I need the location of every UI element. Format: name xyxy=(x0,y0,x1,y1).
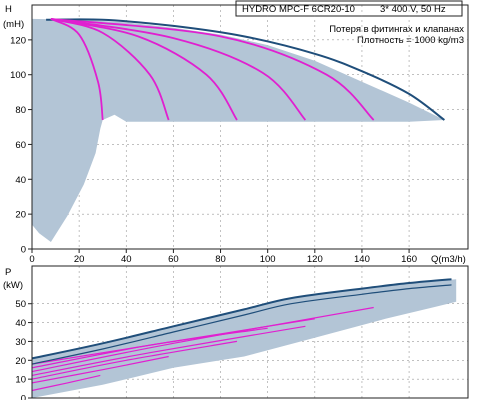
head-y-tick-label: 0 xyxy=(21,245,26,256)
power-plot-frame xyxy=(31,265,469,399)
head-system-curve-3 xyxy=(50,18,238,121)
head-x-tick-label: 160 xyxy=(401,254,417,265)
head-x-tick-label: 140 xyxy=(354,254,370,265)
head-y-tick-label: 60 xyxy=(15,140,26,151)
head-axis-unit: (mH) xyxy=(3,19,24,30)
head-y-tick-label: 20 xyxy=(15,210,26,221)
power-plot: 0 10 20 30 40 50 xyxy=(15,265,469,400)
head-x-tick-label: 100 xyxy=(260,254,276,265)
head-x-tick-label: 80 xyxy=(215,254,226,265)
power-y-tick-label: 20 xyxy=(15,356,26,367)
power-system-curve-4 xyxy=(31,325,306,376)
power-system-curve-7 xyxy=(31,318,315,365)
power-system-curve-3 xyxy=(31,340,238,380)
flow-axis-label: Q(m3/h) xyxy=(431,254,466,265)
head-plot: 0 20 40 60 80 100 120 140 160 0 20 40 60 80 100 120 xyxy=(10,4,469,265)
head-y-tick-label: 120 xyxy=(10,35,26,46)
head-system-curve-5 xyxy=(50,18,375,121)
chart-header: HYDRO MPC-F 6CR20-10 3* 400 V, 50 Hz xyxy=(235,0,463,17)
head-x-tick-label: 0 xyxy=(29,254,34,265)
head-x-tick-label: 20 xyxy=(74,254,85,265)
power-y-tick-label: 0 xyxy=(21,394,26,400)
head-y-tick-label: 100 xyxy=(10,70,26,81)
power-system-curve-1 xyxy=(31,374,101,392)
power-upper-curve xyxy=(31,284,452,365)
pump-model-label: HYDRO MPC-F 6CR20-10 xyxy=(242,4,355,15)
head-operating-area xyxy=(32,18,445,243)
note-density: Плотность = 1000 kg/m3 xyxy=(357,35,464,46)
power-max-curve xyxy=(31,278,452,360)
power-axis-unit: (kW) xyxy=(3,280,23,291)
head-max-curve xyxy=(46,18,445,121)
head-plot-frame xyxy=(31,4,469,250)
power-system-curve-2 xyxy=(31,355,169,384)
power-axis-label: P xyxy=(5,267,11,278)
head-y-tick-label: 80 xyxy=(15,105,26,116)
head-system-curve-1 xyxy=(50,18,104,121)
power-y-tick-label: 30 xyxy=(15,337,26,348)
head-x-tick-label: 60 xyxy=(168,254,179,265)
head-x-tick-label: 120 xyxy=(307,254,323,265)
head-y-tick-label: 40 xyxy=(15,175,26,186)
head-system-curve-4 xyxy=(50,18,307,121)
power-operating-band xyxy=(32,279,457,398)
supply-label: 3* 400 V, 50 Hz xyxy=(380,4,446,15)
power-y-tick-label: 50 xyxy=(15,299,26,310)
note-fittings: Потеря в фитингах и клапанах xyxy=(329,24,464,35)
head-x-tick-label: 40 xyxy=(121,254,132,265)
power-y-tick-label: 40 xyxy=(15,318,26,329)
head-axis-label: H xyxy=(5,4,12,15)
power-system-curve-5 xyxy=(31,306,374,373)
power-y-tick-label: 10 xyxy=(15,375,26,386)
